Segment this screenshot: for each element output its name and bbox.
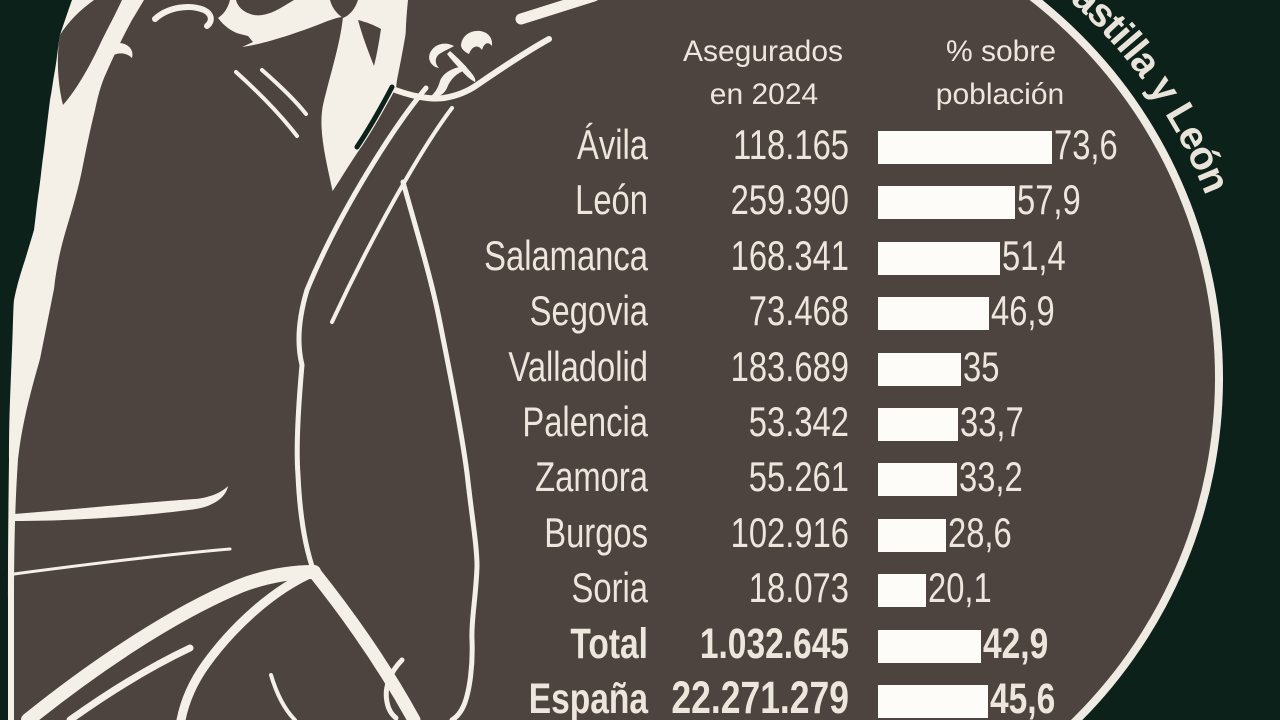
svg-text:102.916: 102.916 [731, 509, 849, 556]
svg-text:33,2: 33,2 [959, 453, 1023, 500]
svg-text:20,1: 20,1 [928, 564, 992, 611]
svg-text:Valladolid: Valladolid [508, 343, 648, 390]
svg-text:55.261: 55.261 [749, 453, 849, 500]
svg-text:73.468: 73.468 [749, 287, 849, 334]
svg-text:Segovia: Segovia [530, 287, 648, 334]
svg-text:45,6: 45,6 [990, 675, 1055, 720]
svg-text:Zamora: Zamora [535, 453, 648, 500]
svg-text:18.073: 18.073 [749, 564, 849, 611]
svg-text:Soria: Soria [572, 564, 649, 611]
svg-text:Ávila: Ávila [577, 121, 648, 168]
svg-text:Palencia: Palencia [522, 398, 648, 445]
svg-text:57,9: 57,9 [1017, 176, 1081, 223]
svg-text:España: España [529, 675, 649, 720]
svg-text:259.390: 259.390 [731, 176, 849, 223]
svg-text:168.341: 168.341 [731, 232, 849, 279]
svg-text:León: León [575, 176, 648, 223]
svg-text:28,6: 28,6 [948, 509, 1012, 556]
svg-text:35: 35 [963, 343, 999, 390]
svg-text:población: población [936, 78, 1064, 111]
svg-text:183.689: 183.689 [731, 343, 849, 390]
svg-text:% sobre: % sobre [946, 35, 1056, 68]
svg-text:1.032.645: 1.032.645 [700, 620, 849, 668]
svg-text:Total: Total [570, 620, 648, 668]
svg-text:73,6: 73,6 [1054, 121, 1118, 168]
svg-text:Burgos: Burgos [544, 509, 648, 556]
svg-text:118.165: 118.165 [733, 121, 849, 168]
svg-text:53.342: 53.342 [749, 398, 849, 445]
svg-text:22.271.279: 22.271.279 [671, 672, 849, 720]
svg-text:en 2024: en 2024 [710, 78, 818, 111]
svg-text:Asegurados: Asegurados [683, 35, 843, 68]
svg-text:51,4: 51,4 [1002, 232, 1066, 279]
svg-text:Salamanca: Salamanca [484, 232, 648, 279]
svg-text:42,9: 42,9 [983, 620, 1048, 668]
svg-text:46,9: 46,9 [991, 287, 1055, 334]
svg-text:33,7: 33,7 [960, 398, 1024, 445]
